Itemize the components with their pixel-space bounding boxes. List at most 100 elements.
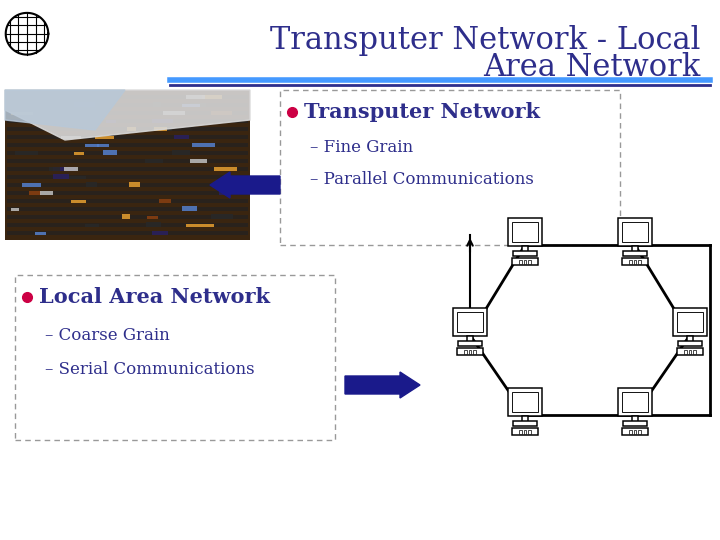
Bar (186, 224, 201, 227)
Bar (508, 218, 542, 246)
Bar (35, 232, 46, 235)
Bar (7, 103, 248, 107)
Bar (182, 206, 197, 211)
Bar (7, 167, 248, 171)
Bar (174, 135, 189, 139)
Bar (11, 208, 19, 211)
Bar (40, 191, 53, 195)
FancyArrow shape (345, 372, 420, 398)
Bar (693, 350, 696, 354)
Bar (7, 95, 248, 99)
Bar (7, 135, 248, 139)
Bar (624, 421, 647, 427)
Bar (106, 120, 116, 123)
Bar (618, 388, 652, 416)
Bar (85, 144, 99, 147)
Bar (153, 102, 161, 107)
Bar (172, 150, 190, 155)
Bar (457, 348, 483, 355)
Polygon shape (5, 90, 250, 140)
Bar (677, 312, 703, 332)
Bar (677, 348, 703, 355)
Bar (519, 260, 522, 264)
Bar (684, 350, 687, 354)
Bar (672, 308, 707, 336)
Bar (71, 200, 86, 203)
Bar (622, 428, 648, 435)
Bar (688, 350, 691, 354)
Bar (152, 119, 173, 123)
Text: Local Area Network: Local Area Network (39, 287, 270, 307)
Bar (7, 127, 248, 131)
Bar (7, 119, 248, 123)
Bar (513, 421, 536, 427)
Bar (211, 111, 232, 115)
Bar (622, 222, 648, 242)
Bar (522, 416, 528, 422)
Bar (122, 214, 130, 219)
FancyArrow shape (210, 172, 280, 198)
Bar (7, 175, 248, 179)
Bar (29, 191, 41, 195)
Bar (638, 430, 641, 434)
Bar (7, 151, 248, 155)
Bar (618, 218, 652, 246)
Bar (7, 199, 248, 203)
Bar (182, 104, 200, 107)
Bar (7, 183, 248, 187)
Bar (519, 430, 522, 434)
Polygon shape (5, 90, 125, 130)
Bar (74, 152, 84, 155)
Bar (624, 252, 647, 256)
Bar (146, 222, 161, 227)
Bar (7, 223, 248, 227)
Bar (85, 224, 99, 227)
Bar (192, 143, 215, 147)
Bar (622, 392, 648, 412)
Bar (186, 95, 205, 99)
Bar (512, 392, 538, 412)
Bar (63, 176, 86, 179)
Bar (632, 416, 638, 422)
Bar (687, 336, 693, 342)
Bar (513, 252, 536, 256)
Text: – Serial Communications: – Serial Communications (45, 361, 255, 379)
Bar (523, 260, 526, 264)
Bar (22, 183, 41, 187)
Bar (453, 308, 487, 336)
Bar (154, 127, 167, 131)
Bar (7, 111, 248, 115)
Bar (147, 216, 158, 219)
Bar (7, 215, 248, 219)
Bar (11, 112, 33, 115)
Bar (7, 143, 248, 147)
Bar (632, 246, 638, 252)
Bar (49, 167, 60, 171)
Bar (64, 167, 78, 171)
Bar (214, 167, 237, 171)
Bar (469, 350, 472, 354)
Bar (97, 144, 109, 147)
Bar (219, 190, 229, 195)
Bar (103, 150, 117, 155)
Bar (5, 90, 250, 240)
Bar (15, 151, 38, 155)
Bar (638, 260, 641, 264)
Bar (634, 430, 636, 434)
Text: – Coarse Grain: – Coarse Grain (45, 327, 170, 343)
Text: Transputer Network: Transputer Network (304, 102, 540, 122)
Bar (95, 136, 114, 139)
Bar (201, 224, 214, 227)
Bar (464, 350, 467, 354)
Bar (153, 126, 172, 131)
Bar (629, 430, 632, 434)
Bar (622, 258, 648, 265)
Bar (145, 159, 163, 163)
Bar (522, 246, 528, 252)
Bar (163, 111, 185, 115)
Bar (53, 167, 76, 171)
Bar (467, 336, 473, 342)
Text: Transputer Network - Local: Transputer Network - Local (269, 24, 700, 56)
Bar (211, 214, 233, 219)
Bar (7, 191, 248, 195)
